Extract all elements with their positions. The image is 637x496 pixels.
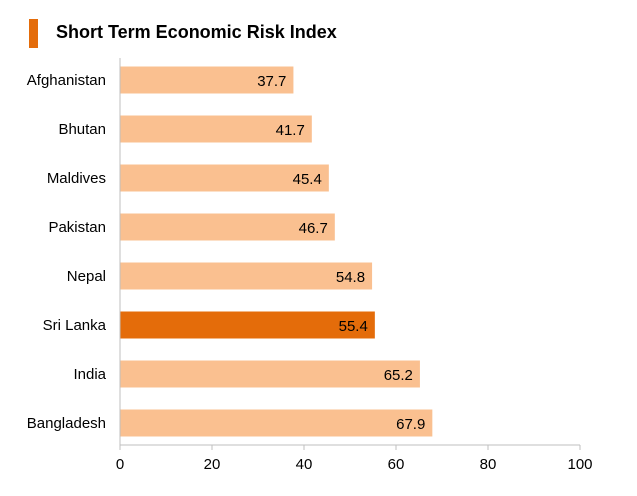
category-label: Maldives <box>47 170 106 187</box>
x-tick-label: 60 <box>388 456 405 473</box>
x-tick-label: 100 <box>567 456 592 473</box>
bar-sri-lanka <box>120 311 375 339</box>
data-label: 55.4 <box>339 318 368 335</box>
data-label: 46.7 <box>299 220 328 237</box>
x-tick-label: 20 <box>204 456 221 473</box>
data-label: 45.4 <box>293 171 322 188</box>
bar-bangladesh <box>120 409 433 437</box>
bar-maldives <box>120 164 329 192</box>
category-label: India <box>73 366 106 383</box>
title-accent-bar <box>29 19 38 48</box>
x-tick-label: 40 <box>296 456 313 473</box>
data-label: 41.7 <box>276 122 305 139</box>
data-label: 37.7 <box>257 73 286 90</box>
bar-india <box>120 360 420 388</box>
data-label: 54.8 <box>336 269 365 286</box>
category-label: Bhutan <box>58 121 106 138</box>
category-label: Afghanistan <box>27 72 106 89</box>
category-label: Nepal <box>67 268 106 285</box>
x-tick-label: 80 <box>480 456 497 473</box>
chart-title: Short Term Economic Risk Index <box>56 22 337 42</box>
data-label: 67.9 <box>396 416 425 433</box>
category-label: Pakistan <box>48 219 106 236</box>
bar-nepal <box>120 262 373 290</box>
category-label: Sri Lanka <box>43 317 107 334</box>
category-label: Bangladesh <box>27 415 106 432</box>
data-label: 65.2 <box>384 367 413 384</box>
bar-pakistan <box>120 213 335 241</box>
bar-afghanistan <box>120 66 294 94</box>
x-tick-label: 0 <box>116 456 124 473</box>
bar-bhutan <box>120 115 312 143</box>
